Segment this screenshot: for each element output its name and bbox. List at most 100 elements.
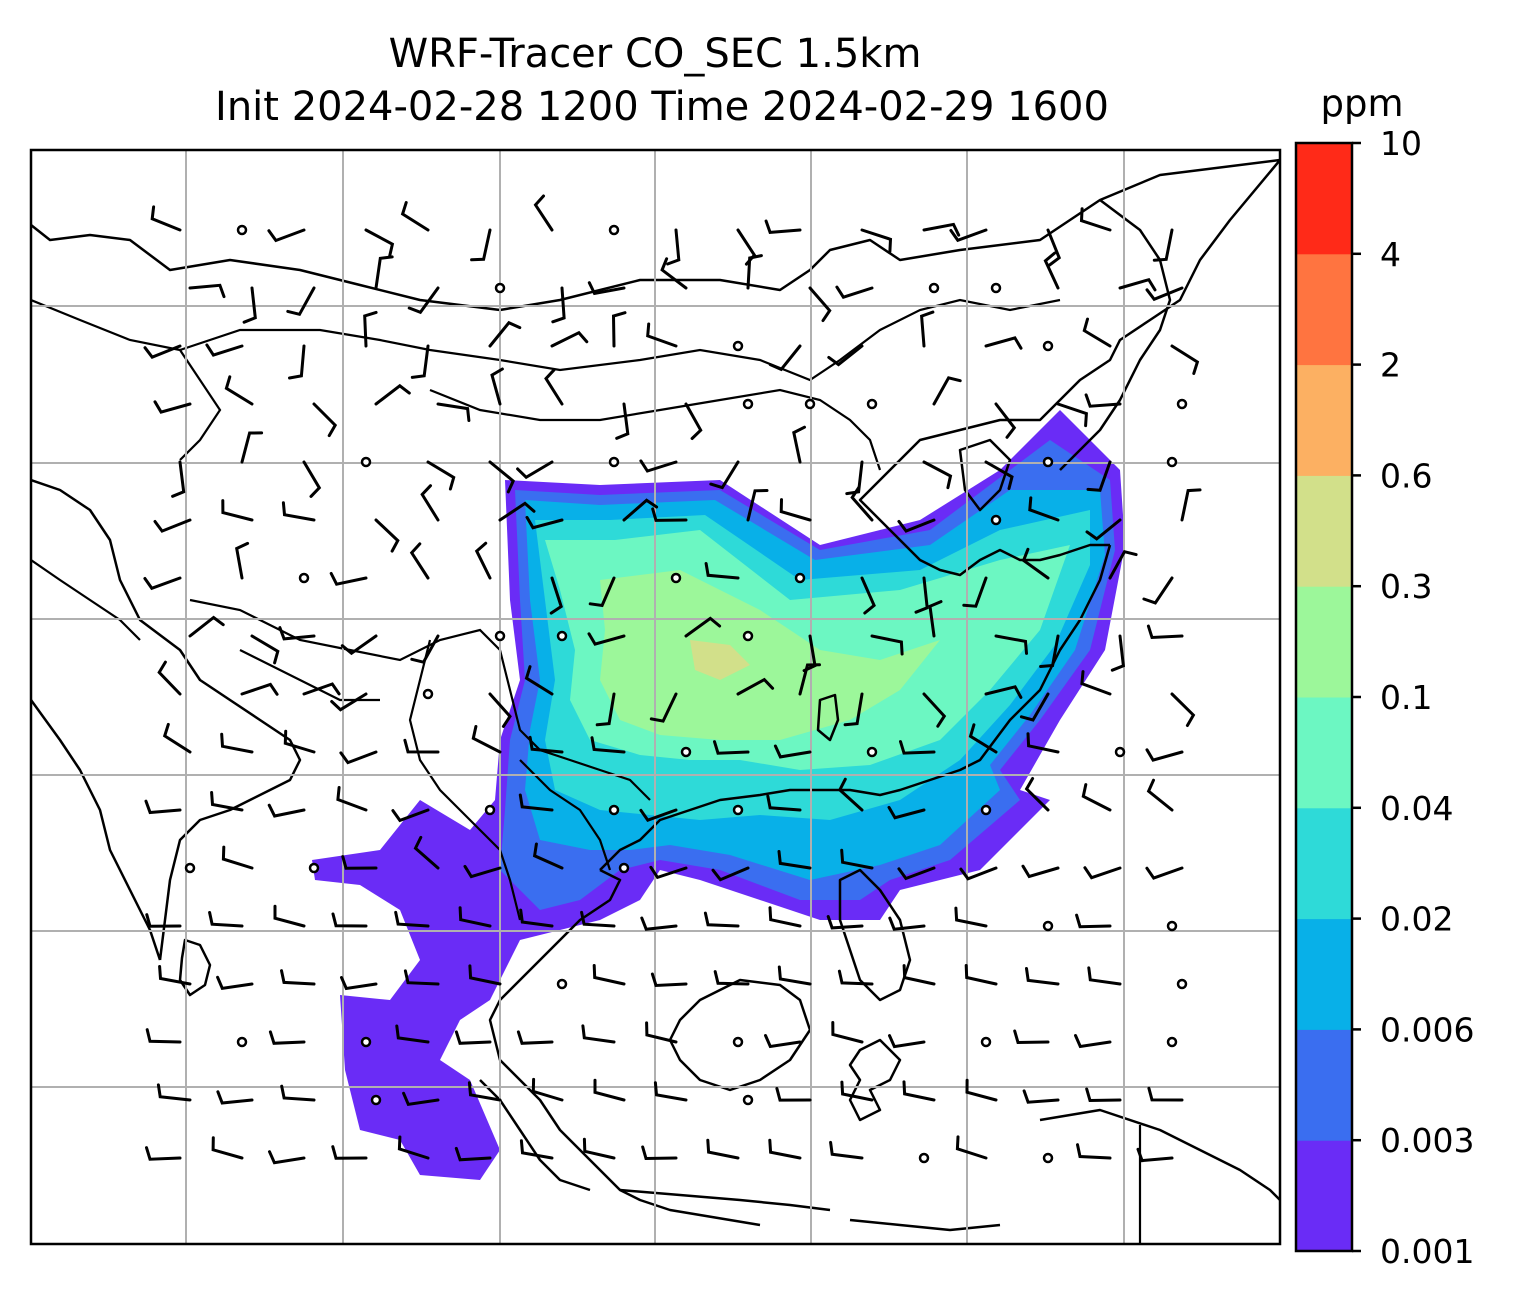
wind-barb [267, 803, 306, 818]
chart-subtitle: Init 2024-02-28 1200 Time 2024-02-29 160… [215, 84, 1109, 130]
wind-barb [984, 460, 1014, 490]
wind-barb [902, 1080, 936, 1102]
colorbar-tick-label: 0.006 [1380, 1010, 1474, 1049]
wind-barb [1039, 634, 1060, 668]
wind-barb [340, 634, 378, 656]
wind-barb [928, 600, 943, 638]
wind-barb [341, 855, 378, 870]
calm-wind-marker [1166, 1036, 1178, 1048]
wind-barb [157, 660, 182, 696]
wind-barb [394, 910, 430, 928]
wind-barb [860, 228, 893, 253]
wind-barb [188, 615, 225, 638]
wind-barb [145, 1028, 182, 1044]
calm-wind-marker [1042, 920, 1054, 932]
colorbar-tick-label: 0.1 [1380, 678, 1432, 717]
wind-barb [283, 729, 316, 754]
wind-barb [250, 634, 280, 665]
wind-barb [286, 286, 316, 317]
calm-wind-marker [742, 398, 754, 410]
wind-barb [156, 1083, 192, 1102]
calm-wind-marker [236, 1036, 248, 1048]
colorbar-segment [1296, 586, 1352, 698]
wind-barb [221, 845, 254, 870]
wind-barb [240, 682, 279, 696]
wind-barb [550, 330, 589, 348]
wind-barb [403, 969, 440, 986]
wind-barb [746, 489, 769, 522]
wind-barb [646, 322, 678, 348]
border-pakistan [31, 559, 141, 641]
wind-barb [1021, 547, 1050, 580]
wind-barb [590, 736, 626, 754]
wind-barb [1110, 634, 1126, 672]
calm-wind-marker [928, 282, 940, 294]
wind-barb [1076, 1143, 1112, 1160]
coast-lesser-sunda [849, 1218, 1001, 1232]
colorbar-tick-label: 4 [1380, 235, 1401, 274]
wind-barb [224, 375, 254, 406]
wind-barb [711, 866, 750, 882]
calm-wind-marker [980, 804, 992, 816]
calm-wind-marker [1042, 456, 1054, 468]
calm-wind-marker [866, 746, 878, 758]
wind-barb [302, 460, 322, 498]
wind-barb [1152, 228, 1174, 262]
calm-wind-marker [990, 514, 1002, 526]
calm-wind-marker [1042, 340, 1054, 352]
wind-barb [582, 1137, 616, 1160]
wind-barb [363, 310, 378, 348]
wind-barb [407, 286, 440, 315]
calm-wind-marker [670, 572, 682, 584]
wind-barb [914, 576, 929, 614]
wind-barb [1028, 496, 1060, 522]
calm-wind-marker [742, 1094, 754, 1106]
wind-barb [312, 402, 338, 438]
wind-barb [932, 376, 962, 406]
wind-barb [470, 228, 492, 262]
wind-barb [827, 344, 864, 367]
wind-barb [639, 808, 678, 823]
colorbar-segment [1296, 1029, 1352, 1141]
calm-wind-marker [918, 1152, 930, 1164]
wind-barb [593, 1078, 626, 1102]
wind-barb [959, 866, 998, 881]
wind-barb [897, 866, 936, 881]
calm-wind-marker [866, 398, 878, 410]
wind-barb [454, 1030, 492, 1045]
colorbar-segments [1296, 143, 1352, 1252]
wind-barb [549, 576, 563, 615]
wind-barb [210, 791, 244, 812]
wind-barb [400, 201, 430, 232]
colorbar-tick-label: 0.003 [1380, 1121, 1474, 1160]
calm-markers [184, 224, 1188, 1164]
wind-barb [837, 969, 874, 986]
wind-barb [171, 460, 186, 498]
wind-barb [205, 343, 244, 357]
wind-barb [436, 402, 471, 422]
wind-barb [704, 562, 740, 580]
colorbar-unit: ppm [1320, 82, 1403, 125]
wind-barb [211, 1136, 244, 1160]
wind-barb [902, 964, 936, 986]
wind-barb [840, 1080, 874, 1102]
wind-barb [216, 1090, 254, 1105]
wind-barb [1022, 1089, 1060, 1104]
colorbar-segment [1296, 697, 1352, 809]
wind-barb [922, 222, 961, 237]
wind-barb [968, 723, 998, 754]
wind-barb [965, 1078, 998, 1102]
wind-barb [516, 1030, 554, 1045]
wind-barb [622, 498, 659, 522]
wind-barb [994, 634, 1028, 655]
wind-barb [1108, 549, 1138, 580]
wind-barb [240, 431, 264, 464]
wind-barb [1019, 692, 1050, 722]
calm-wind-marker [608, 456, 620, 468]
wind-barb [964, 964, 998, 986]
wind-barb [410, 634, 440, 664]
wind-barb [278, 626, 316, 641]
calm-wind-marker [1176, 978, 1188, 990]
wind-barb [519, 908, 554, 928]
calm-wind-marker [1176, 398, 1188, 410]
